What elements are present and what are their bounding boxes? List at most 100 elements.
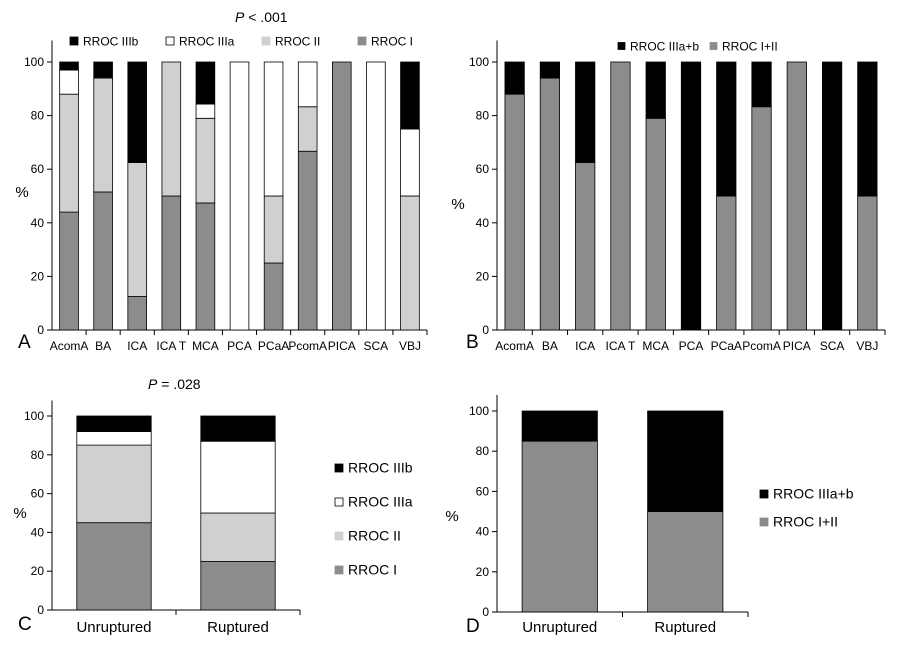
y-axis-label: % <box>15 184 28 201</box>
bar-segment <box>127 162 148 297</box>
legend-label: RROC II <box>275 35 320 49</box>
bar-segment <box>195 202 216 331</box>
y-tick-label: 100 <box>469 404 489 418</box>
legend-label: RROC IIIb <box>348 460 413 476</box>
bar-segment <box>127 296 148 331</box>
x-tick-label: ICA <box>575 339 595 353</box>
y-tick-label: 40 <box>476 216 490 230</box>
x-tick-label: PcomA <box>742 339 781 353</box>
legend-swatch <box>334 497 344 507</box>
panel-label: A <box>18 332 31 353</box>
y-axis-label: % <box>445 508 458 525</box>
bar-segment <box>127 61 148 163</box>
bar-segment <box>200 512 276 562</box>
bar-segment <box>161 61 182 197</box>
bar-segment <box>610 61 631 331</box>
x-tick-label: ICA T <box>156 339 186 353</box>
x-tick-label: VBJ <box>856 339 878 353</box>
x-tick-label: Unruptured <box>522 619 597 636</box>
legend-label: RROC I+II <box>773 514 838 530</box>
bar-segment <box>400 128 420 197</box>
x-tick-label: ICA T <box>606 339 636 353</box>
y-tick-label: 60 <box>476 484 490 498</box>
x-tick-label: PCaA <box>258 339 289 353</box>
bar-segment <box>76 444 152 524</box>
y-tick-label: 60 <box>31 162 45 176</box>
bar-segment <box>786 61 807 331</box>
x-tick-label: MCA <box>642 339 669 353</box>
bar-segment <box>200 440 276 514</box>
bar-segment <box>857 61 878 197</box>
bar-segment <box>195 61 216 105</box>
bar-segment <box>751 61 772 108</box>
bar-segment <box>161 195 182 331</box>
bar-segment <box>521 410 598 442</box>
legend-label: RROC IIIa <box>348 494 413 510</box>
x-tick-label: VBJ <box>399 339 421 353</box>
y-tick-label: 100 <box>24 55 44 69</box>
x-tick-label: ICA <box>127 339 147 353</box>
bar-segment <box>400 195 420 331</box>
bar-segment <box>575 162 596 331</box>
legend-label: RROC I <box>348 562 397 578</box>
bar-segment <box>76 522 152 611</box>
legend-swatch <box>69 36 79 46</box>
bar-segment <box>93 61 113 79</box>
chart-panel-d: 0 20 40 60 80 100 Unruptured Ruptured% D RROC III… <box>445 394 854 637</box>
panel-label: C <box>18 614 32 635</box>
legend-label: RROC I+II <box>722 40 778 54</box>
bar-segment <box>821 61 843 331</box>
y-tick-label: 40 <box>31 216 45 230</box>
bar-segment <box>297 61 318 108</box>
bar-segment <box>680 61 702 331</box>
x-tick-label: Ruptured <box>207 619 269 636</box>
bar-segment <box>297 150 318 331</box>
bar-segment <box>59 93 79 213</box>
x-tick-label: Unruptured <box>76 619 151 636</box>
bar-segment <box>76 431 152 446</box>
x-tick-label: PCA <box>679 339 704 353</box>
bar-segment <box>263 195 284 264</box>
y-tick-label: 20 <box>31 269 45 283</box>
legend-swatch <box>759 489 769 499</box>
legend-swatch <box>334 463 344 473</box>
p-value-annotation: P < .001 <box>235 9 288 25</box>
y-tick-label: 40 <box>31 525 45 539</box>
legend-label: RROC IIIa <box>179 35 235 49</box>
bar-segment <box>716 61 737 197</box>
bar-segment <box>263 262 284 331</box>
legend-label: RROC I <box>371 35 413 49</box>
bar-segment <box>59 69 79 95</box>
panel-label: D <box>466 616 480 637</box>
legend-swatch <box>617 42 626 50</box>
bar-segment <box>575 61 596 163</box>
x-tick-label: SCA <box>820 339 845 353</box>
y-tick-label: 60 <box>31 487 45 501</box>
x-tick-label: MCA <box>192 339 219 353</box>
y-tick-label: 80 <box>31 448 45 462</box>
chart-panel-b: 0 20 40 60 80 100 AcomA BA ICA ICA T MCA PCA PCaA Pco… <box>451 40 886 353</box>
bar-segment <box>59 61 79 71</box>
bar-segment <box>93 191 113 331</box>
y-axis-label: % <box>451 196 464 213</box>
y-tick-label: 0 <box>482 605 489 619</box>
bar-segment <box>59 211 79 331</box>
bar-segment <box>76 415 152 432</box>
bar-segment <box>504 93 525 331</box>
bar-segment <box>645 61 666 119</box>
panel-label: B <box>466 332 479 353</box>
p-value-annotation: P = .028 <box>148 376 201 392</box>
bar-segment <box>297 106 318 152</box>
x-tick-label: PCaA <box>711 339 742 353</box>
bar-segment <box>504 61 525 95</box>
x-tick-label: BA <box>542 339 558 353</box>
bar-segment <box>195 103 216 119</box>
bar-segment <box>200 415 276 442</box>
x-tick-label: BA <box>95 339 111 353</box>
bar-segment <box>716 195 737 331</box>
x-tick-label: SCA <box>364 339 389 353</box>
y-tick-label: 60 <box>476 162 490 176</box>
legend-swatch <box>165 36 175 46</box>
legend-swatch <box>759 517 769 527</box>
